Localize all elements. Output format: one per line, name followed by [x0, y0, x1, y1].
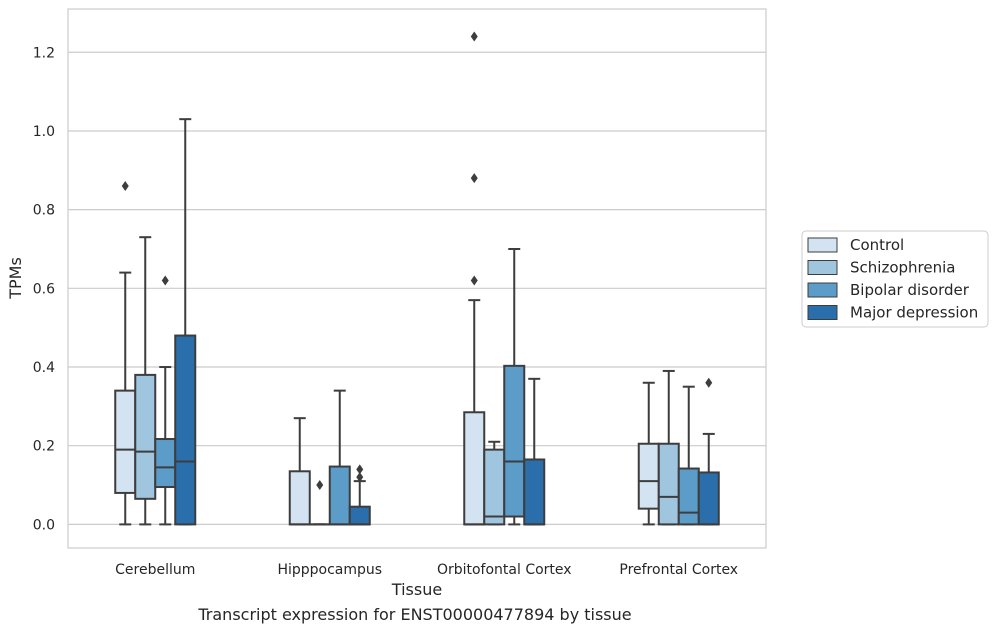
box-iqr [174, 334, 197, 526]
box-group [483, 440, 506, 526]
y-tick-label: 0.2 [33, 439, 55, 455]
outlier-point [470, 275, 478, 286]
box-iqr [348, 505, 371, 526]
box-iqr [637, 442, 660, 510]
outlier-point [356, 464, 364, 475]
plot-frame [67, 8, 767, 549]
y-tick-label: 0.0 [33, 517, 55, 533]
legend: Control Schizophrenia Bipolar disorder Majo… [801, 230, 989, 328]
box-group [308, 480, 331, 526]
box-iqr [114, 389, 137, 494]
y-tick-labels: 0.0 0.2 0.4 0.6 0.8 1.0 1.2 [33, 45, 55, 533]
box-group [348, 464, 371, 526]
box-group [677, 385, 700, 526]
outlier-point [121, 181, 129, 192]
legend-swatch [807, 237, 838, 253]
box-group [134, 236, 157, 526]
legend-frame [801, 230, 989, 328]
box-iqr [523, 458, 546, 526]
outlier-point [161, 275, 169, 286]
box-group [697, 377, 720, 526]
box-series [114, 31, 720, 526]
legend-swatch [807, 260, 838, 275]
legend-swatch [807, 282, 838, 298]
box-group [637, 381, 660, 526]
x-tick-label: Prefrontal Cortex [619, 562, 738, 578]
box-iqr [328, 465, 351, 526]
x-tick-label: Hipppocampus [277, 562, 382, 578]
box-iqr [288, 470, 311, 526]
box-group [288, 417, 311, 526]
y-tick-label: 1.0 [33, 124, 55, 140]
outlier-point [356, 472, 364, 483]
y-tick-label: 1.2 [33, 45, 55, 61]
box-iqr [503, 364, 526, 518]
figure-caption: Transcript expression for ENST0000047789… [198, 605, 632, 624]
box-iqr [677, 467, 700, 526]
box-group [154, 275, 177, 526]
y-tick-label: 0.4 [33, 360, 55, 376]
x-axis-label: Tissue [391, 580, 442, 599]
x-tick-label: Orbitofontal Cortex [437, 562, 572, 578]
outlier-point [316, 480, 324, 491]
y-axis-label: TPMs [6, 257, 25, 300]
box-group [523, 377, 546, 526]
box-iqr [463, 411, 486, 526]
legend-label: Major depression [850, 304, 978, 322]
box-group [328, 389, 351, 526]
legend-label: Bipolar disorder [850, 281, 970, 299]
box-iqr [657, 442, 680, 526]
box-iqr [154, 438, 177, 489]
y-tick-label: 0.8 [33, 203, 55, 219]
x-tick-labels: Cerebellum Hipppocampus Orbitofontal Corte… [115, 562, 738, 578]
box-iqr [134, 373, 157, 500]
box-group [114, 181, 137, 526]
outlier-point [470, 173, 478, 184]
box-group [463, 31, 486, 526]
box-iqr [697, 471, 720, 526]
box-group [503, 247, 526, 526]
box-iqr [483, 448, 506, 526]
x-tick-label: Cerebellum [115, 562, 195, 578]
outlier-point [705, 377, 713, 388]
legend-swatch [807, 305, 838, 320]
box-group [174, 118, 197, 526]
legend-label: Schizophrenia [850, 259, 955, 277]
outlier-point [470, 31, 478, 42]
box-group [657, 369, 680, 526]
legend-label: Control [850, 236, 904, 254]
y-tick-label: 0.6 [33, 281, 55, 297]
